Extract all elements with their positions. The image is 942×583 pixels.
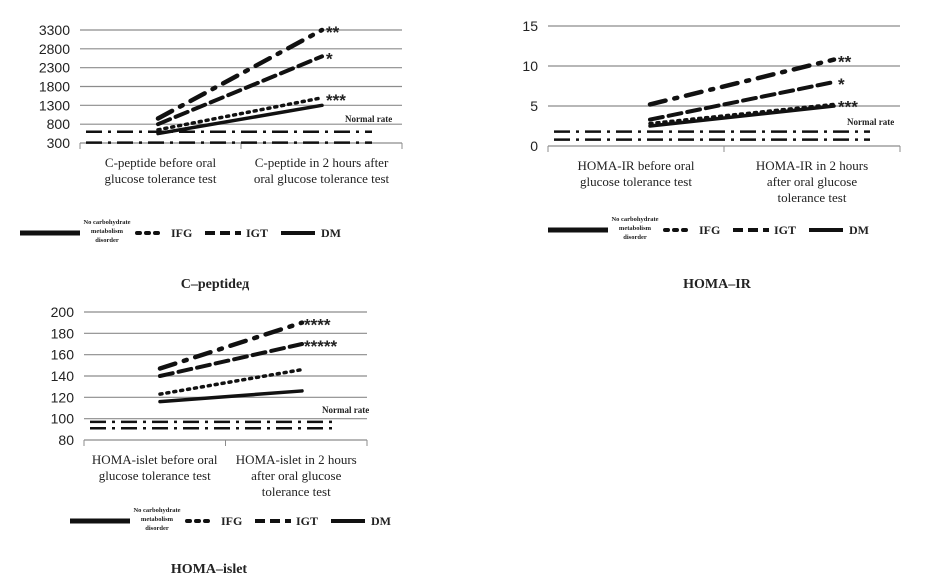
legend-label-dm: DM xyxy=(371,514,391,528)
x-category-line: glucose tolerance test xyxy=(99,468,211,483)
normal-rate-label: Normal rate xyxy=(322,405,369,415)
y-tick-label: 160 xyxy=(51,347,75,363)
legend-label-line: No carbohydrate xyxy=(83,219,130,226)
x-category-label: C-peptide before oral glucose tolerance t… xyxy=(105,155,217,186)
y-tick-label: 180 xyxy=(51,325,75,341)
legend: No carbohydrate metabolism disorder IFG IGT D… xyxy=(548,216,869,241)
legend-label-dm: DM xyxy=(849,223,869,237)
legend-label-line: No carbohydrate xyxy=(133,507,180,514)
legend-label-line: No carbohydrate xyxy=(611,216,658,223)
legend-label-line: disorder xyxy=(145,525,169,532)
x-category-line: HOMA-IR in 2 hours xyxy=(756,158,868,173)
series-line-dm xyxy=(648,104,836,128)
legend-label-ifg: IFG xyxy=(699,223,720,237)
x-category-line: after oral glucose xyxy=(767,174,857,189)
x-category-label: HOMA-islet before oral glucose tolerance … xyxy=(92,452,218,483)
x-category-line: tolerance test xyxy=(262,484,331,499)
significance-mark: * xyxy=(838,75,845,94)
series-line-no_disorder xyxy=(157,320,305,371)
significance-mark: * xyxy=(326,49,333,68)
chart-caption: HOMA–islet xyxy=(171,562,248,577)
significance-mark: *** xyxy=(838,97,858,116)
y-tick-label: 2800 xyxy=(39,41,70,57)
significance-mark: **** xyxy=(304,316,331,335)
legend: No carbohydrate metabolism disorder IFG IGT D… xyxy=(70,507,391,532)
series-line-ifg xyxy=(158,367,304,396)
x-category-label: HOMA-IR before oral glucose tolerance tes… xyxy=(578,158,695,189)
y-tick-label: 1300 xyxy=(39,97,70,113)
series-line-dm xyxy=(158,389,304,404)
y-tick-label: 120 xyxy=(51,389,75,405)
legend-label-no-disorder: No carbohydrate metabolism disorder xyxy=(133,507,180,532)
series-line-igt xyxy=(156,54,324,127)
normal-rate-label: Normal rate xyxy=(847,117,894,127)
series-line-dm xyxy=(156,103,324,136)
y-tick-label: 100 xyxy=(51,411,75,427)
legend-label-line: disorder xyxy=(95,237,119,244)
x-category-line: tolerance test xyxy=(778,190,847,205)
x-category-label: C-peptide in 2 hours after oral glucose t… xyxy=(254,155,390,186)
series-line-ifg xyxy=(156,96,324,132)
y-tick-label: 0 xyxy=(530,138,538,154)
series-line-igt xyxy=(648,80,836,122)
y-tick-label: 800 xyxy=(47,116,71,132)
legend-label-ifg: IFG xyxy=(171,226,192,240)
x-category-line: glucose tolerance test xyxy=(105,171,217,186)
legend-label-igt: IGT xyxy=(246,226,268,240)
chart-caption: HOMA–IR xyxy=(683,277,752,292)
legend-label-no-disorder: No carbohydrate metabolism disorder xyxy=(611,216,658,241)
series-line-igt xyxy=(158,342,304,378)
series-line-no_disorder xyxy=(647,57,837,107)
y-tick-label: 5 xyxy=(530,98,538,114)
legend: No carbohydrate metabolism disorder IFG IGT D… xyxy=(20,219,341,244)
y-tick-label: 200 xyxy=(51,304,75,320)
normal-rate-label: Normal rate xyxy=(345,114,392,124)
y-tick-label: 1800 xyxy=(39,79,70,95)
x-category-line: HOMA-islet in 2 hours xyxy=(236,452,357,467)
y-tick-label: 15 xyxy=(522,18,538,34)
x-category-line: C-peptide in 2 hours after xyxy=(255,155,389,170)
legend-label-line: metabolism xyxy=(141,516,174,523)
legend-label-no-disorder: No carbohydrate metabolism disorder xyxy=(83,219,130,244)
x-category-line: oral glucose tolerance test xyxy=(254,171,390,186)
significance-mark: *** xyxy=(326,91,346,110)
legend-label-igt: IGT xyxy=(774,223,796,237)
y-tick-label: 140 xyxy=(51,368,75,384)
significance-mark: ** xyxy=(838,53,852,72)
y-tick-label: 3300 xyxy=(39,22,70,38)
x-category-line: after oral glucose xyxy=(251,468,341,483)
x-category-line: C-peptide before oral xyxy=(105,155,217,170)
x-category-line: HOMA-islet before oral xyxy=(92,452,218,467)
significance-mark: ** xyxy=(326,23,340,42)
y-tick-label: 10 xyxy=(522,58,538,74)
chart-caption: C–peptideд xyxy=(181,277,250,292)
legend-label-line: disorder xyxy=(623,234,647,241)
x-category-label: HOMA-islet in 2 hours after oral glucose t… xyxy=(236,452,357,499)
legend-label-dm: DM xyxy=(321,226,341,240)
significance-mark: ***** xyxy=(304,337,337,356)
legend-label-line: metabolism xyxy=(91,228,124,235)
y-tick-label: 2300 xyxy=(39,60,70,76)
legend-label-ifg: IFG xyxy=(221,514,242,528)
y-tick-label: 300 xyxy=(47,135,71,151)
x-category-label: HOMA-IR in 2 hours after oral glucose tole… xyxy=(756,158,868,205)
x-category-line: glucose tolerance test xyxy=(580,174,692,189)
series-line-no_disorder xyxy=(155,27,325,121)
legend-label-line: metabolism xyxy=(619,225,652,232)
legend-label-igt: IGT xyxy=(296,514,318,528)
x-category-line: HOMA-IR before oral xyxy=(578,158,695,173)
y-tick-label: 80 xyxy=(58,432,74,448)
